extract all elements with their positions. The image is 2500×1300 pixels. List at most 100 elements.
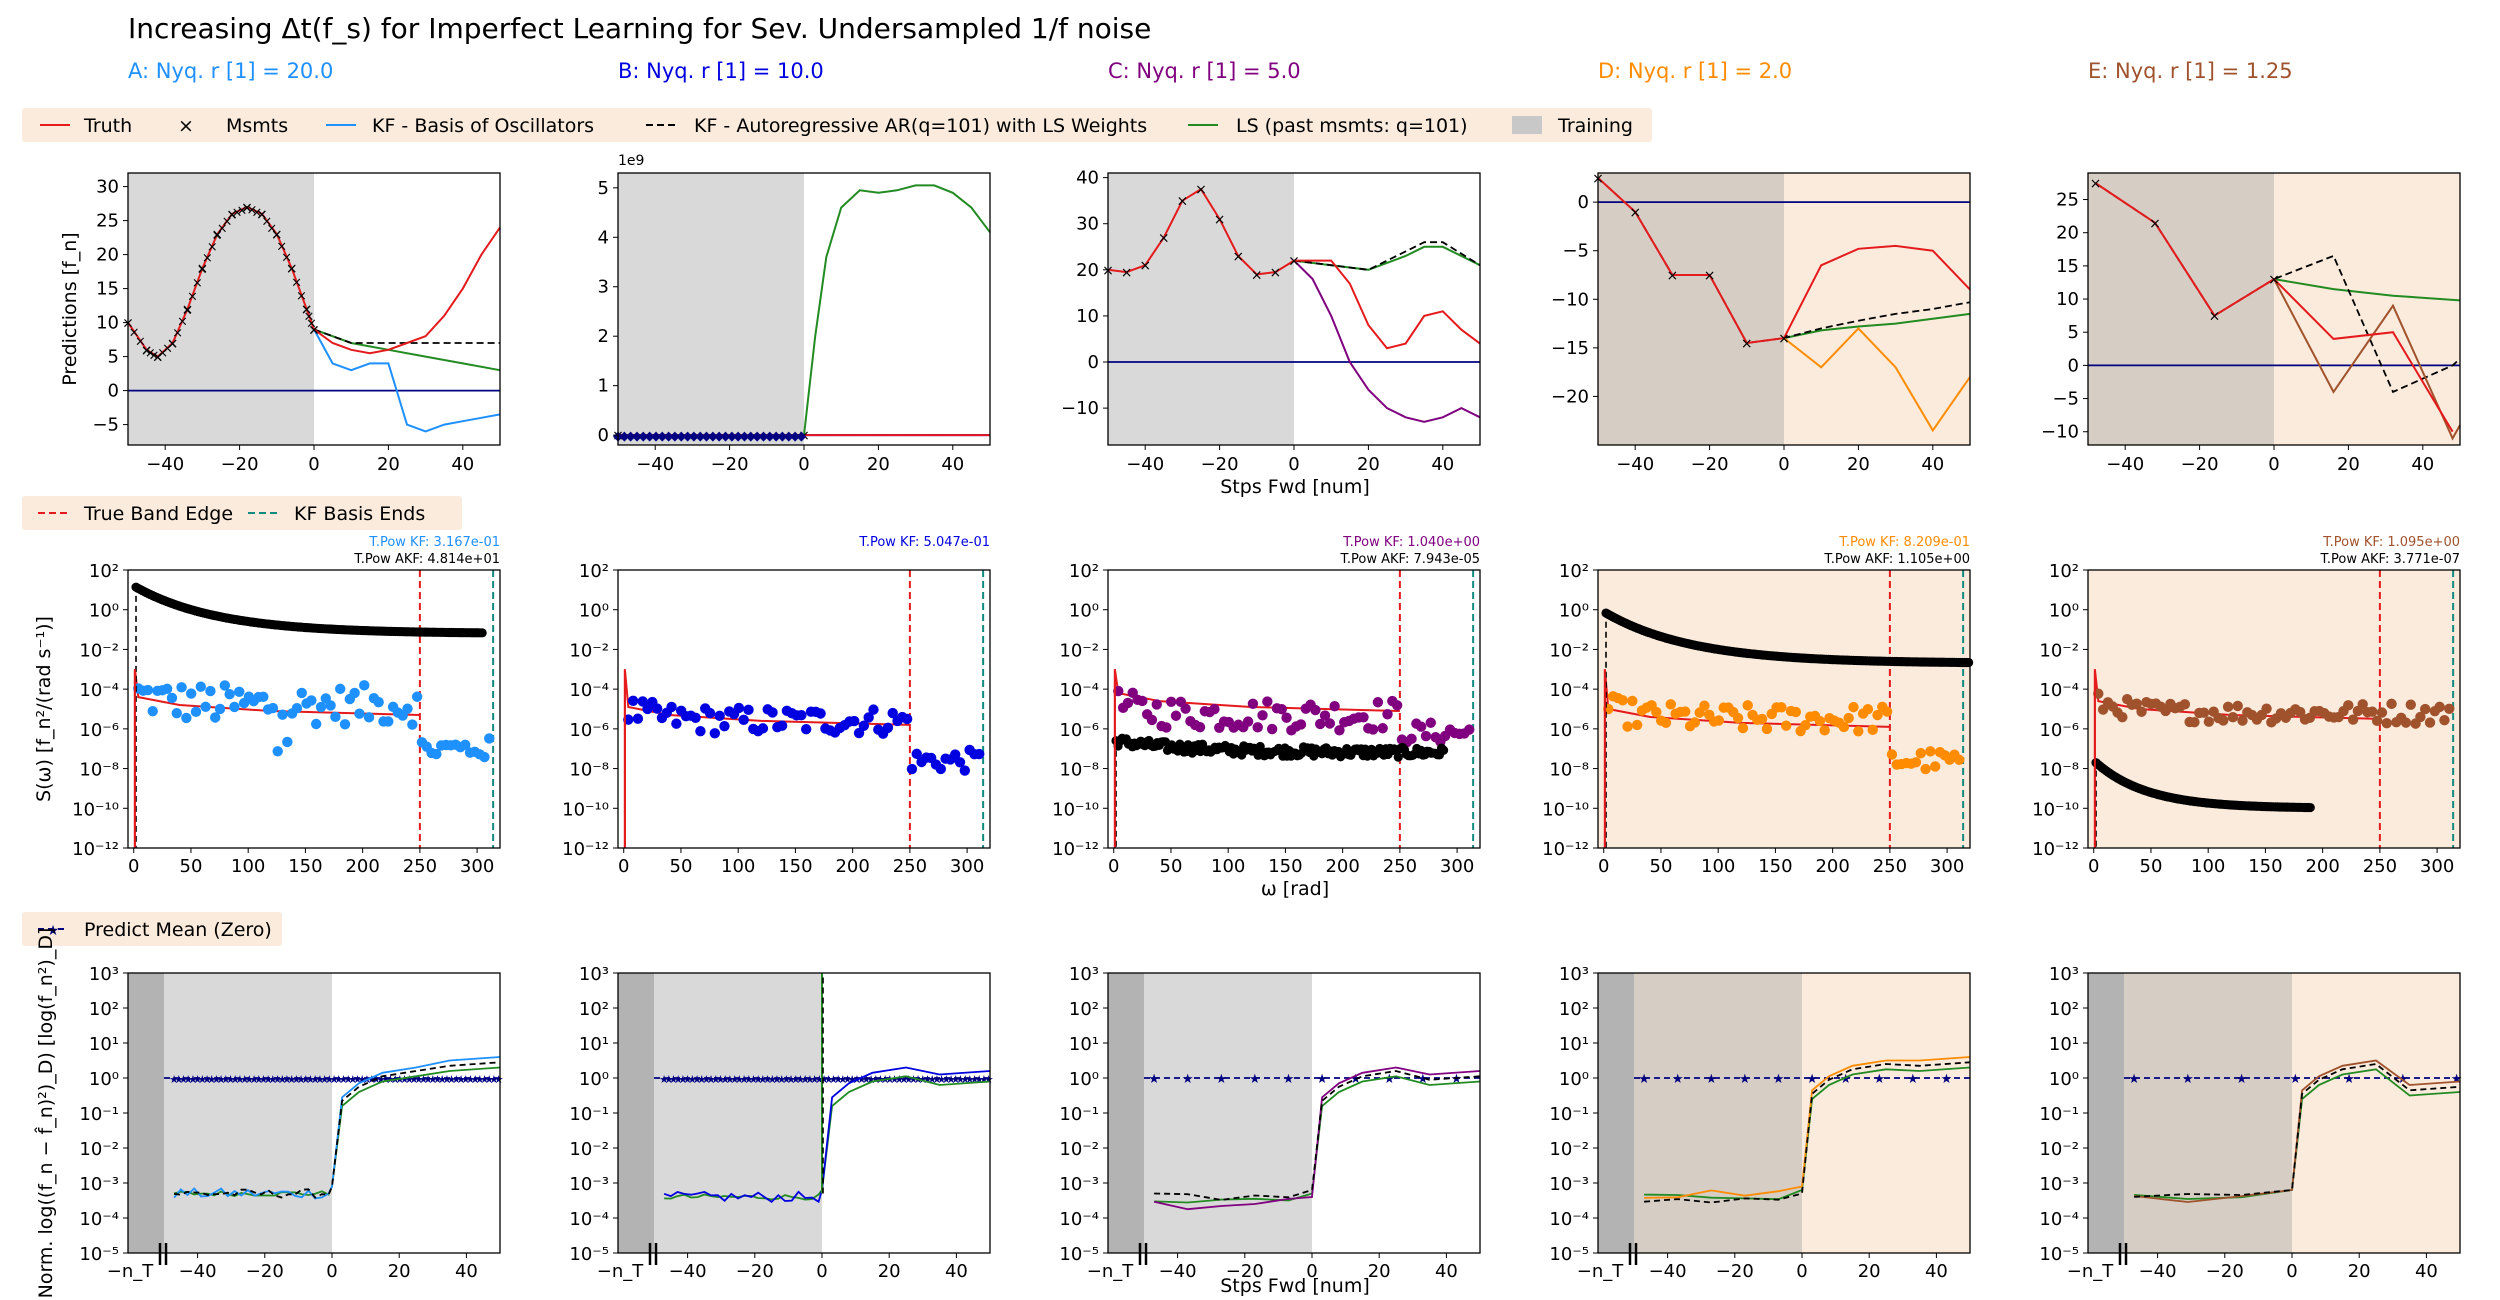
- measurement-marker: ×: [308, 322, 320, 338]
- kf-spectrum-dot: [411, 691, 423, 702]
- bot-af-line: [2134, 1063, 2461, 1198]
- kf-spectrum-dot: [330, 711, 341, 723]
- kf-spectrum-dot: [1310, 704, 1321, 716]
- top-xtick-label: 20: [1847, 454, 1870, 475]
- kf-spectrum-dot: [704, 707, 716, 719]
- mid-ytick-label: 10⁻²: [569, 640, 609, 661]
- bot-mean-marker: ★: [480, 1073, 490, 1086]
- bot-mean-marker: ★: [226, 1073, 236, 1086]
- bot-af-line: [1154, 1070, 1481, 1201]
- panel-A: ××××××××××××××××××××××××××××××××××××××××…: [72, 172, 504, 1282]
- bot-mean-marker: ★: [465, 1073, 475, 1086]
- mid-ytick-label: 10⁰: [89, 601, 119, 622]
- bot-mean-marker: ★: [404, 1073, 414, 1086]
- mid-ytick-label: 10⁻⁶: [79, 720, 119, 741]
- bot-mean-marker: ★: [899, 1073, 909, 1086]
- measurement-marker: ◆: [771, 429, 781, 444]
- bot-mean-marker: ★: [2128, 1072, 2140, 1087]
- kf-spectrum-dot: [906, 763, 918, 775]
- akf-spectrum-dot: [1393, 752, 1403, 762]
- bot-ytick-label: 10⁻²: [79, 1139, 119, 1160]
- kf-spectrum-dot: [402, 703, 413, 714]
- bot-mean-marker: ★: [1840, 1072, 1852, 1087]
- legend-swatch-training: [1512, 116, 1542, 134]
- bot-mean-marker: ★: [890, 1073, 900, 1086]
- kf-spectrum-dot: [2198, 707, 2210, 718]
- kf-spectrum-dot: [671, 718, 682, 729]
- bot-mean-marker: ★: [249, 1073, 259, 1086]
- bot-plot-D: ★ ★ ★ ★ ★ ★ ★ ★ ★ ★ 10³ 10² 10¹ 10⁰ 10⁻¹ 10⁻² 10⁻³ 10⁻⁴ 10…: [1549, 964, 1971, 1282]
- bot-mean-marker: ★: [179, 1073, 189, 1086]
- kf-spectrum-dot: [373, 696, 384, 708]
- bot-ytick-label: 10⁰: [1559, 1069, 1589, 1090]
- akf-spectrum-dot: [477, 628, 487, 638]
- mid-ytick-label: 10⁻⁸: [569, 760, 609, 781]
- bot-ytick-label: 10²: [89, 999, 119, 1020]
- bot-mean-marker: ★: [381, 1073, 391, 1086]
- mid-xtick-label: 50: [1160, 856, 1183, 877]
- bot-af-line: [173, 1061, 501, 1199]
- bot-ytick-label: 10²: [579, 999, 609, 1020]
- legend-label-mean: Predict Mean (Zero): [84, 919, 272, 941]
- bot-mean-marker: ★: [197, 1073, 207, 1086]
- bot-xtick-label: 20: [2348, 1261, 2371, 1282]
- mid-xtick-label: 250: [2363, 856, 2397, 877]
- measurement-marker: ×: [187, 290, 198, 305]
- mid-xtick-label: 0: [618, 856, 629, 877]
- top-ytick-label: 25: [2056, 190, 2079, 211]
- measurement-marker: ×: [1195, 182, 1207, 198]
- mid-ytick-label: 10⁻⁸: [2039, 760, 2079, 781]
- kf-spectrum-dot: [796, 709, 807, 721]
- top-xtick-label: −40: [2106, 454, 2144, 475]
- kf-spectrum-dot: [1915, 747, 1926, 759]
- bot-mean-marker: ★: [2343, 1072, 2355, 1087]
- mid-ytick-label: 10⁻¹²: [1542, 839, 1589, 860]
- kf-spectrum-dot: [1689, 717, 1701, 728]
- top-truth-line: [127, 205, 501, 358]
- bot-xtick-label: 40: [945, 1261, 968, 1282]
- bot-mean-marker: ★: [263, 1073, 273, 1086]
- top-kf-line: [2273, 278, 2461, 441]
- kf-spectrum-dot: [743, 704, 754, 716]
- top-xtick-label: −20: [711, 454, 749, 475]
- kf-spectrum-dot: [1954, 754, 1965, 765]
- mid-ytick-label: 10⁻⁶: [2039, 720, 2079, 741]
- bot-mean-marker: ★: [918, 1073, 928, 1086]
- bot-mean-marker: ★: [1638, 1072, 1650, 1087]
- nT-tick-label: −n_T: [2067, 1261, 2114, 1282]
- kf-spectrum-dot: [1920, 763, 1931, 775]
- top-xtick-label: 0: [308, 454, 319, 475]
- bot-mean-marker: ★: [777, 1073, 787, 1086]
- mid-ytick-label: 10⁻²: [1059, 640, 1099, 661]
- bot-mean-marker: ★: [291, 1073, 301, 1086]
- kf-spectrum-dot: [200, 701, 211, 712]
- bot-xtick-label: 40: [1435, 1261, 1458, 1282]
- kf-spectrum-dot: [1881, 706, 1893, 717]
- measurement-marker: ×: [1139, 258, 1151, 274]
- kf-spectrum-dot: [1295, 719, 1307, 730]
- bot-ytick-label: 10⁻⁴: [2039, 1209, 2079, 1230]
- kf-spectrum-dot: [161, 683, 173, 695]
- top-ytick-label: 5: [2068, 322, 2079, 343]
- mid-xtick-label: 150: [2248, 856, 2282, 877]
- kf-spectrum-dot: [637, 696, 648, 707]
- bot-mean-marker: ★: [409, 1073, 419, 1086]
- kf-spectrum-dot: [1324, 718, 1336, 729]
- kf-spectrum-dot: [205, 685, 216, 697]
- kf-spectrum-dot: [2117, 711, 2128, 723]
- mid-ytick-label: 10²: [2049, 561, 2079, 582]
- bot-mean-marker: ★: [211, 1073, 221, 1086]
- measurement-marker: ◆: [626, 429, 636, 444]
- top-ytick-label: −5: [2052, 389, 2079, 410]
- bot-xtick-label: −40: [179, 1261, 217, 1282]
- kf-spectrum-dot: [2179, 699, 2191, 710]
- bot-ytick-label: 10⁰: [1069, 1069, 1099, 1090]
- bot-mean-marker: ★: [678, 1073, 688, 1086]
- measurement-marker: ×: [157, 346, 168, 361]
- measurement-marker: ×: [271, 227, 283, 243]
- kf-spectrum-dot: [296, 687, 307, 699]
- kf-spectrum-dot: [800, 724, 812, 735]
- measurement-marker: ×: [141, 343, 153, 359]
- top-training-region: [1108, 173, 1294, 445]
- kf-spectrum-dot: [210, 712, 221, 723]
